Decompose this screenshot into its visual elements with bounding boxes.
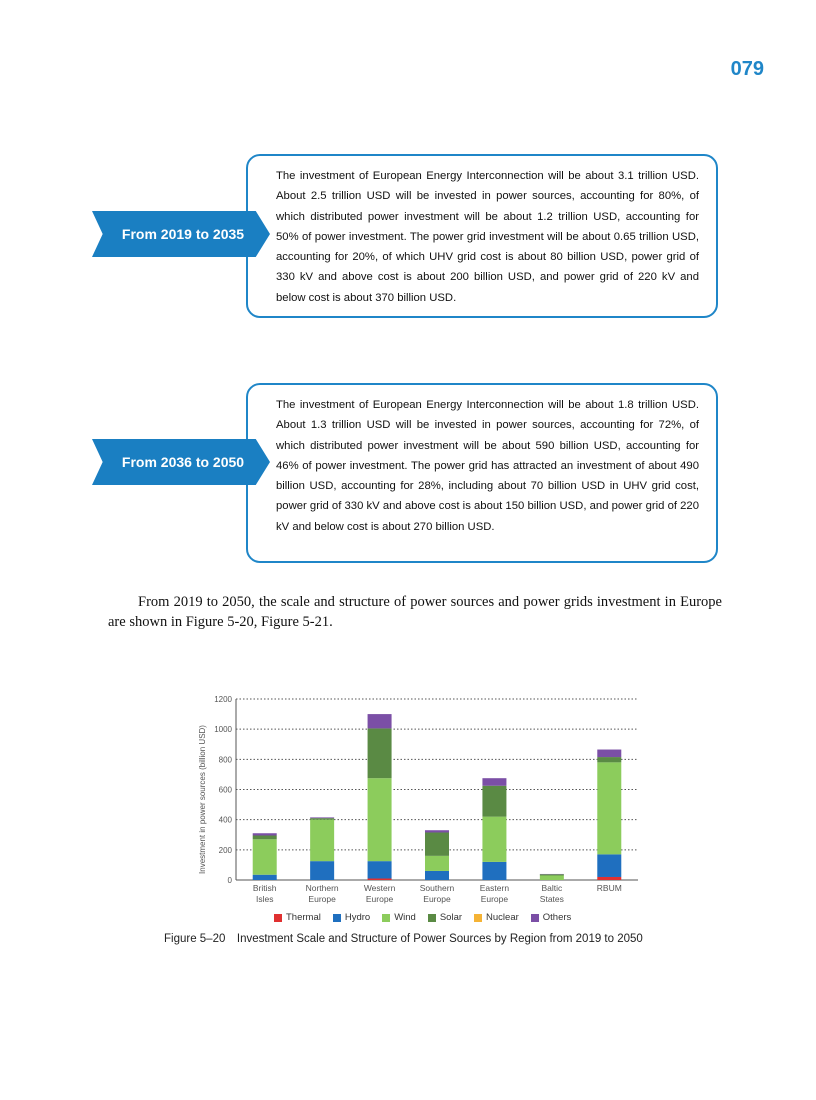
x-tick-label: Western: [364, 883, 396, 893]
period-tag-label: From 2019 to 2035: [121, 226, 245, 242]
legend-item-solar: Solar: [427, 912, 463, 923]
y-tick-label: 400: [219, 816, 233, 825]
x-tick-label: Southern: [420, 883, 455, 893]
bar-segment-hydro: [252, 874, 277, 880]
bar-segment-solar: [425, 832, 449, 856]
body-paragraph: From 2019 to 2050, the scale and structu…: [108, 594, 722, 630]
x-tick-label: RBUM: [597, 883, 622, 893]
period-tag-label: From 2036 to 2050: [121, 454, 245, 470]
y-tick-label: 1200: [214, 695, 232, 704]
legend-item-wind: Wind: [382, 912, 416, 923]
y-tick-label: 0: [228, 876, 233, 885]
bar-segment-wind: [539, 875, 564, 880]
bar-segment-others: [597, 749, 622, 758]
bar-segment-thermal: [367, 878, 392, 880]
x-tick-label: States: [540, 894, 564, 904]
bar-segment-solar: [539, 874, 564, 876]
bar-segment-hydro: [310, 861, 335, 880]
bar-segment-hydro: [482, 861, 507, 880]
legend-item-hydro: Hydro: [332, 912, 371, 923]
bar-segment-wind: [482, 816, 507, 862]
legend-label: Thermal: [286, 912, 321, 923]
legend-swatch: [274, 913, 282, 922]
y-tick-label: 200: [219, 846, 233, 855]
bar-segment-wind: [367, 778, 392, 862]
callout-box-2036-2050: The investment of European Energy Interc…: [246, 383, 718, 563]
bar-segment-wind: [425, 855, 449, 871]
bar-segment-wind: [252, 839, 277, 875]
callout-box-2019-2035: The investment of European Energy Interc…: [246, 154, 718, 318]
legend-item-nuclear: Nuclear: [474, 912, 519, 923]
bar-segment-solar: [310, 818, 335, 820]
x-tick-label: Europe: [423, 894, 451, 904]
bar-segment-wind: [310, 819, 335, 862]
bar-segment-thermal: [597, 876, 622, 880]
chart-legend: Thermal Hydro Wind Solar Nuclear Others: [274, 912, 571, 923]
page-number: 079: [730, 58, 764, 80]
legend-swatch: [332, 913, 341, 922]
legend-swatch: [474, 913, 483, 922]
x-tick-label: Europe: [366, 894, 394, 904]
legend-label: Others: [542, 912, 572, 923]
bar-segment-others: [252, 833, 277, 836]
bar-segment-solar: [252, 835, 277, 840]
period-tag-2019-2035: From 2019 to 2035: [92, 211, 270, 257]
bar-segment-others: [367, 714, 392, 729]
bar-segment-hydro: [597, 854, 622, 877]
legend-label: Solar: [439, 912, 463, 923]
period-tag-2036-2050: From 2036 to 2050: [92, 439, 270, 485]
bar-segment-solar: [367, 728, 392, 779]
bar-segment-others: [425, 830, 449, 833]
x-tick-label: Europe: [308, 894, 336, 904]
legend-item-others: Others: [530, 912, 572, 923]
legend-label: Hydro: [344, 912, 371, 923]
y-tick-label: 800: [219, 755, 233, 764]
figure-caption: Figure 5‒20 Investment Scale and Structu…: [164, 933, 643, 945]
bar-segment-solar: [597, 757, 622, 763]
bar-segment-hydro: [425, 870, 449, 880]
bar-segment-solar: [482, 785, 507, 817]
x-tick-label: British: [253, 883, 277, 893]
y-axis-label: Investment in power sources (billion USD…: [198, 725, 207, 874]
legend-swatch: [427, 913, 436, 922]
bar-segment-others: [310, 817, 335, 819]
legend-item-thermal: Thermal: [274, 912, 321, 923]
legend-label: Wind: [394, 912, 416, 923]
bar-segment-hydro: [367, 861, 392, 879]
callout-text-2019-2035: The investment of European Energy Interc…: [276, 170, 699, 304]
x-tick-label: Baltic: [541, 883, 563, 893]
y-tick-label: 1000: [214, 725, 232, 734]
legend-swatch: [530, 913, 539, 922]
x-tick-label: Isles: [256, 894, 273, 904]
y-tick-label: 600: [219, 786, 233, 795]
x-tick-label: Eastern: [480, 883, 510, 893]
x-tick-label: Europe: [481, 894, 509, 904]
legend-label: Nuclear: [486, 912, 519, 923]
x-tick-label: Northern: [306, 883, 339, 893]
bar-segment-wind: [597, 762, 622, 855]
bar-segment-others: [482, 778, 507, 786]
legend-swatch: [382, 913, 391, 922]
callout-text-2036-2050: The investment of European Energy Interc…: [276, 399, 699, 533]
